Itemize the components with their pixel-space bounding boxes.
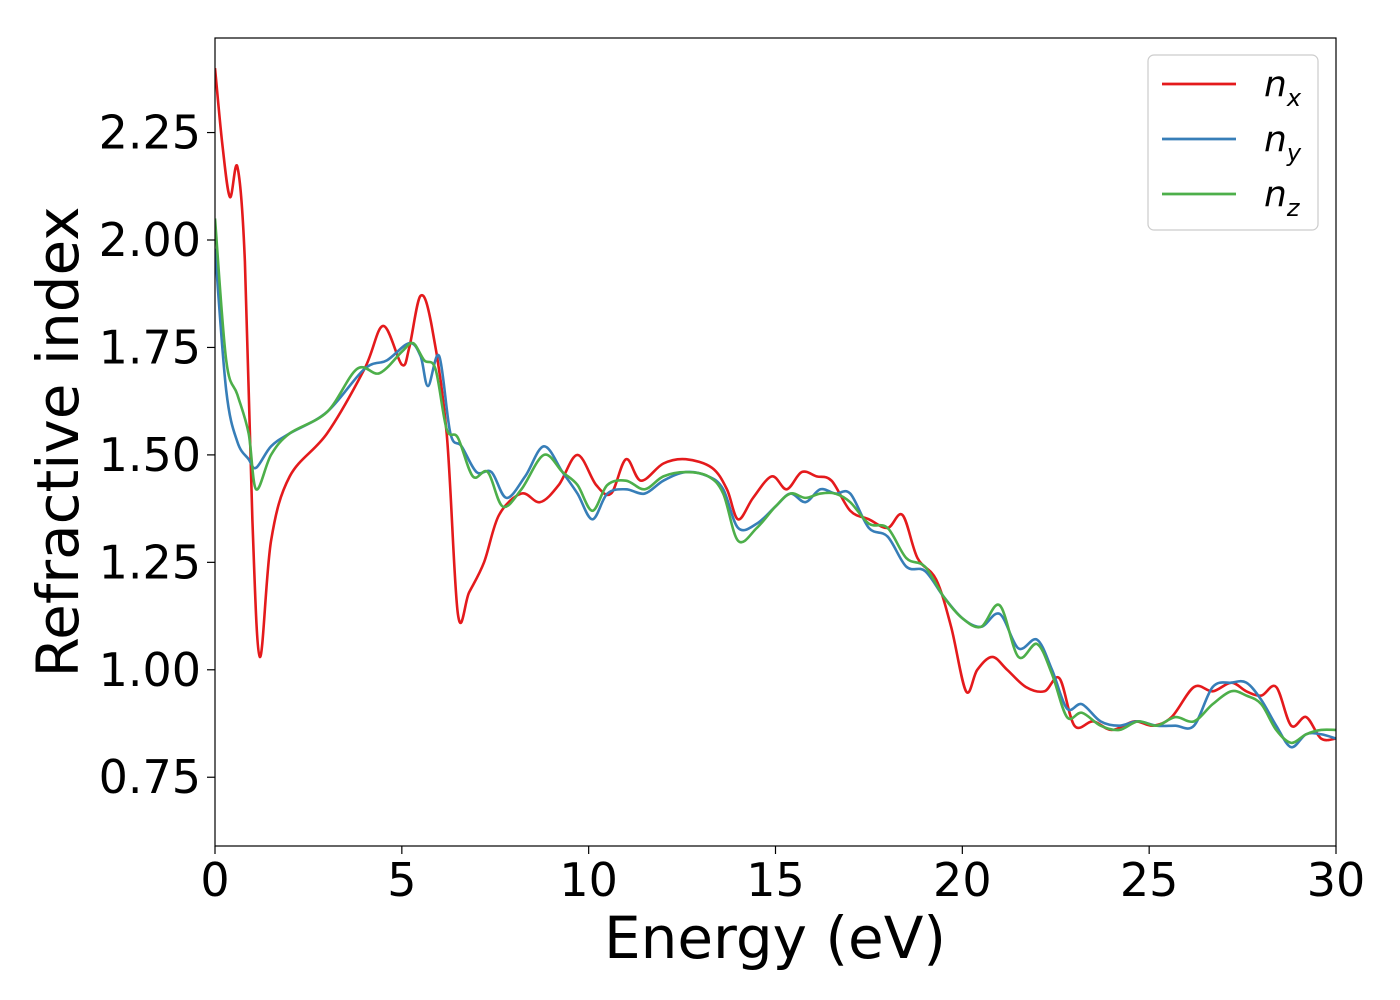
legend-label-nz: nz xyxy=(1264,174,1301,222)
x-tick-label: 15 xyxy=(746,853,805,907)
legend-box xyxy=(1147,54,1319,231)
y-tick-label: 2.00 xyxy=(99,213,201,267)
y-tick-label: 1.75 xyxy=(99,320,201,374)
y-tick-label: 1.25 xyxy=(99,535,201,589)
x-tick-label: 25 xyxy=(1120,853,1179,907)
y-tick-label: 0.75 xyxy=(99,750,201,804)
y-axis-title: Refractive index xyxy=(24,206,92,677)
series-line-ny xyxy=(215,248,1336,749)
x-axis-ticks: 0 5 10 15 20 25 30 xyxy=(200,846,1365,907)
x-tick-label: 5 xyxy=(387,853,416,907)
series-layer xyxy=(215,67,1336,749)
y-tick-label: 2.25 xyxy=(99,106,201,160)
x-tick-label: 30 xyxy=(1307,853,1366,907)
x-tick-label: 10 xyxy=(559,853,618,907)
y-axis-ticks: 0.75 1.00 1.25 1.50 1.75 2.00 2.25 xyxy=(99,106,215,804)
x-tick-label: 0 xyxy=(200,853,229,907)
x-tick-label: 20 xyxy=(933,853,992,907)
y-tick-label: 1.00 xyxy=(99,643,201,697)
y-tick-label: 1.50 xyxy=(99,428,201,482)
series-line-nz xyxy=(215,218,1336,745)
x-axis-title: Energy (eV) xyxy=(604,904,946,972)
